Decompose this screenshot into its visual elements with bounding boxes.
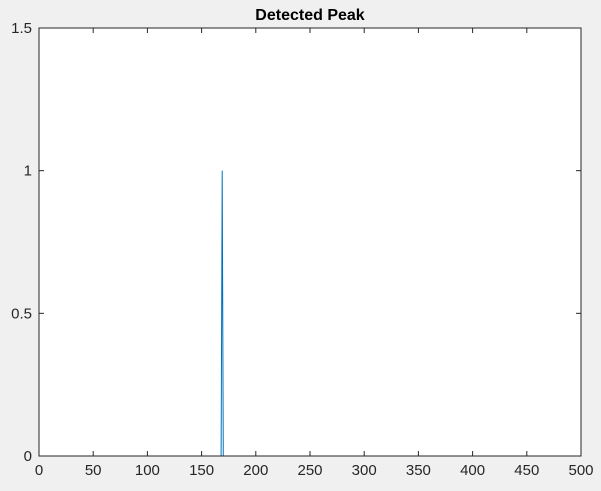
chart-title: Detected Peak [255, 7, 364, 24]
axes-box [38, 27, 582, 457]
x-tick-label: 100 [135, 462, 160, 479]
x-tick-label: 150 [189, 462, 214, 479]
y-tick-label: 0.5 [11, 305, 32, 322]
tick-labels: 0 50 100 150 200 250 300 350 400 450 500 0 0.5 1 1.5 [11, 20, 593, 479]
x-tick-label: 0 [35, 462, 43, 479]
x-tick-label: 500 [568, 462, 593, 479]
x-tick-label: 400 [460, 462, 485, 479]
y-tick-label: 1 [24, 163, 32, 180]
plot-area [39, 28, 581, 456]
x-tick-label: 200 [243, 462, 268, 479]
x-tick-label: 50 [85, 462, 102, 479]
x-tick-label: 250 [297, 462, 322, 479]
x-tick-label: 450 [514, 462, 539, 479]
x-tick-label: 350 [406, 462, 431, 479]
y-tick-label: 0 [24, 448, 32, 465]
x-tick-label: 300 [352, 462, 377, 479]
y-tick-label: 1.5 [11, 20, 32, 37]
